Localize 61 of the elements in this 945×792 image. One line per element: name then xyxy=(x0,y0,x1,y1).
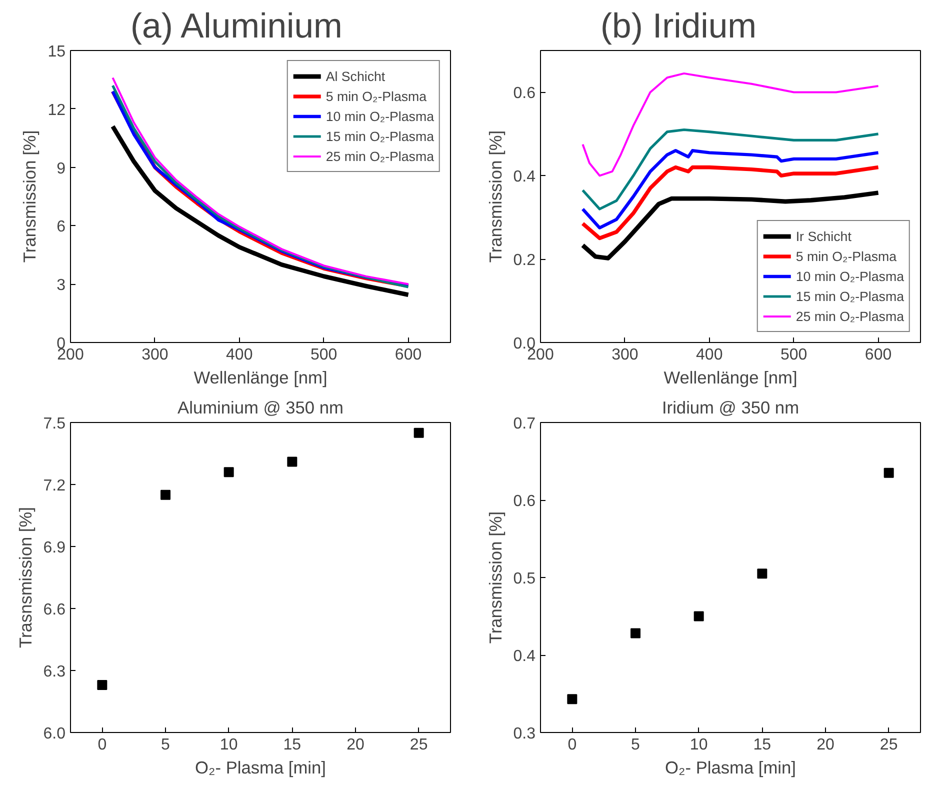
y-axis-title: Transmission [%] xyxy=(20,130,40,263)
y-tick-label: 12 xyxy=(48,102,66,119)
chart-title: (b) Iridium xyxy=(600,8,756,46)
y-tick-label: 0.4 xyxy=(513,168,536,186)
y-tick-label: 7.2 xyxy=(43,478,66,494)
y-tick-label: 6.9 xyxy=(43,540,66,556)
y-axis-title: Transmission [%] xyxy=(485,130,506,263)
y-tick-label: 6 xyxy=(56,218,66,236)
x-tick-label: 600 xyxy=(394,346,422,364)
x-tick-label: 0 xyxy=(568,736,577,754)
x-axis-title: Wellenlänge [nm] xyxy=(664,368,798,388)
x-tick-label: 15 xyxy=(753,736,772,754)
chart-title: Iridium @ 350 nm xyxy=(662,398,800,418)
chart-title: Aluminium @ 350 nm xyxy=(178,398,344,418)
x-tick-label: 300 xyxy=(142,346,168,364)
x-tick-label: 500 xyxy=(780,346,808,364)
y-tick-label: 6.3 xyxy=(43,664,66,680)
x-tick-label: 0 xyxy=(98,736,107,754)
x-axis-title: O₂- Plasma [min] xyxy=(665,758,796,778)
legend-label: 15 min O₂-Plasma xyxy=(326,128,434,144)
legend-label: 10 min O₂-Plasma xyxy=(796,268,904,284)
y-tick-label: 0.6 xyxy=(513,493,536,510)
y-tick-label: 15 xyxy=(48,44,66,60)
y-axis-title: Transmission [%] xyxy=(485,511,506,644)
y-tick-label: 9 xyxy=(56,160,66,178)
legend-label: 5 min O₂-Plasma xyxy=(326,88,427,104)
x-tick-label: 5 xyxy=(631,736,640,754)
legend-label: 10 min O₂-Plasma xyxy=(326,108,434,124)
y-tick-label: 3 xyxy=(56,277,66,294)
x-tick-label: 20 xyxy=(816,736,834,754)
chart-title: (a) Aluminium xyxy=(130,8,342,46)
y-axis-title: Trasnsmission [%] xyxy=(15,507,36,648)
x-tick-label: 600 xyxy=(864,346,892,364)
x-tick-label: 10 xyxy=(690,736,708,754)
x-tick-label: 400 xyxy=(696,346,723,364)
x-tick-label: 500 xyxy=(310,346,338,364)
legend-label: Ir Schicht xyxy=(796,228,852,244)
x-tick-label: 20 xyxy=(346,736,364,754)
y-tick-label: 0.2 xyxy=(513,252,536,270)
x-tick-label: 5 xyxy=(161,736,170,754)
legend-label: Al Schicht xyxy=(326,68,386,84)
y-tick-label: 6.6 xyxy=(43,602,66,618)
y-tick-label: 6.0 xyxy=(43,726,66,742)
x-tick-label: 25 xyxy=(880,736,898,754)
legend-label: 5 min O₂-Plasma xyxy=(796,248,897,264)
y-tick-label: 7.5 xyxy=(43,416,66,432)
y-tick-label: 0.3 xyxy=(513,726,536,742)
y-tick-label: 0.4 xyxy=(513,648,536,665)
y-tick-label: 0.5 xyxy=(513,570,536,588)
x-tick-label: 10 xyxy=(220,736,238,754)
x-axis-title: Wellenlänge [nm] xyxy=(194,368,328,388)
legend-label: 25 min O₂-Plasma xyxy=(796,308,904,324)
x-tick-label: 25 xyxy=(410,736,428,754)
legend-label: 25 min O₂-Plasma xyxy=(326,148,434,164)
x-tick-label: 400 xyxy=(226,346,253,364)
x-axis-title: O₂- Plasma [min] xyxy=(195,758,326,778)
x-tick-label: 300 xyxy=(612,346,638,364)
y-tick-label: 0.7 xyxy=(513,416,536,432)
y-tick-label: 0.6 xyxy=(513,85,536,102)
legend-label: 15 min O₂-Plasma xyxy=(796,288,904,304)
x-tick-label: 15 xyxy=(283,736,302,754)
